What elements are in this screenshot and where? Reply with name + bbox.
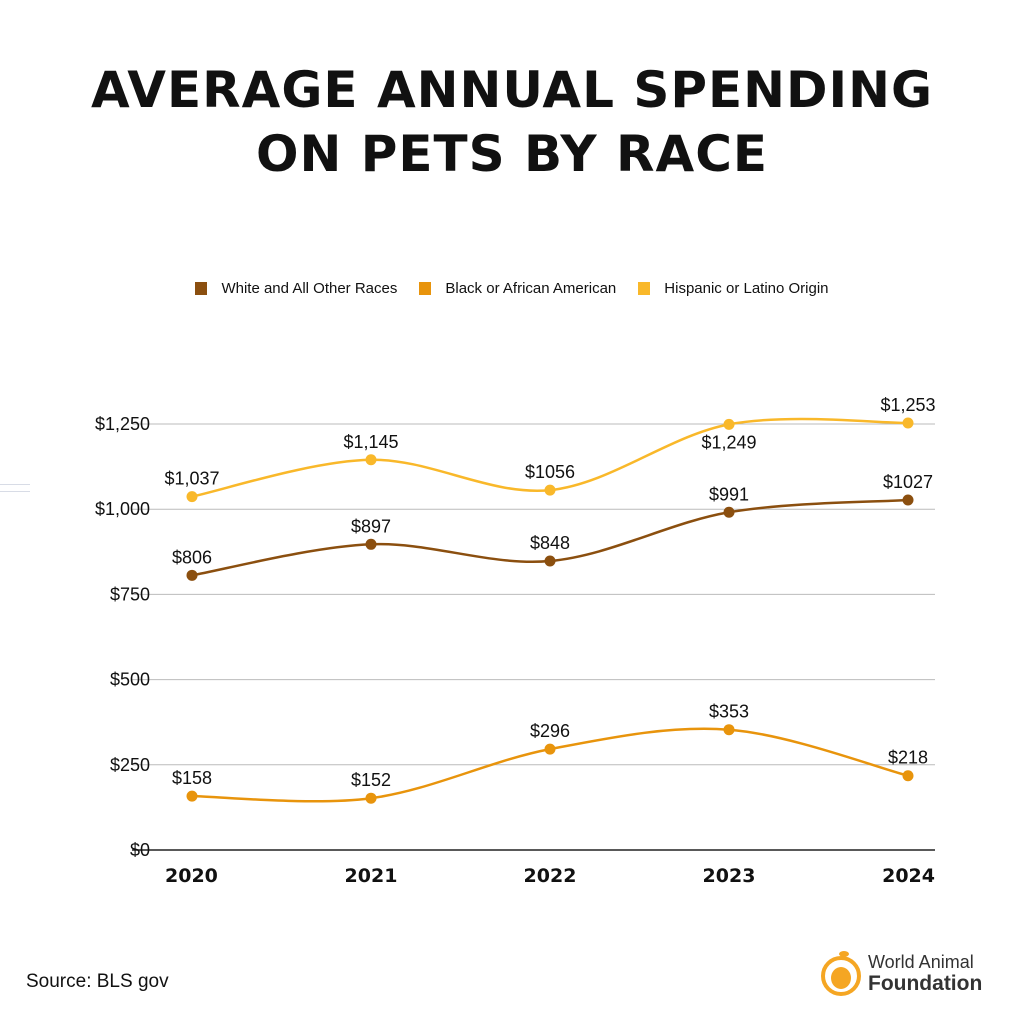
y-tick-label: $500	[110, 670, 150, 690]
data-label: $1,249	[701, 432, 756, 452]
y-tick-label: $1,000	[95, 499, 150, 519]
x-tick-label: 2022	[524, 865, 577, 887]
legend-swatch	[195, 282, 208, 295]
data-label: $1,145	[343, 432, 398, 452]
legend-swatch	[419, 282, 432, 295]
legend-item-black: Black or African American	[419, 280, 616, 297]
data-label: $848	[530, 533, 570, 553]
data-label: $991	[709, 484, 749, 504]
y-tick-label: $1,250	[95, 414, 150, 434]
x-tick-label: 2021	[345, 865, 398, 887]
data-label: $152	[351, 770, 391, 790]
legend-item-white: White and All Other Races	[195, 280, 397, 297]
title-line-1: AVERAGE ANNUAL SPENDING	[90, 61, 934, 119]
x-tick-label: 2023	[703, 865, 756, 887]
x-tick-label: 2020	[165, 865, 218, 887]
y-tick-label: $750	[110, 584, 150, 604]
data-label: $806	[172, 547, 212, 567]
legend-item-hispanic: Hispanic or Latino Origin	[638, 280, 829, 297]
data-label: $897	[351, 516, 391, 536]
data-label: $1027	[883, 472, 933, 492]
x-tick-label: 2024	[882, 865, 935, 887]
data-point	[544, 743, 556, 755]
decorative-lines	[0, 484, 30, 492]
data-point	[902, 417, 914, 429]
title-line-2: ON PETS BY RACE	[255, 125, 769, 183]
data-point	[365, 454, 377, 466]
legend: White and All Other Races Black or Afric…	[0, 280, 1024, 297]
data-point	[723, 724, 735, 736]
legend-label: Black or African American	[445, 280, 617, 297]
data-point	[723, 506, 735, 518]
data-point	[723, 418, 735, 430]
data-label: $218	[888, 748, 928, 768]
legend-label: Hispanic or Latino Origin	[664, 280, 829, 297]
logo-icon	[821, 951, 861, 996]
data-label: $1,037	[164, 469, 219, 489]
chart-title: AVERAGE ANNUAL SPENDING ON PETS BY RACE	[0, 58, 1024, 186]
legend-swatch	[638, 282, 651, 295]
logo: World Animal Foundation	[820, 948, 982, 998]
data-point	[365, 792, 377, 804]
data-label: $1056	[525, 462, 575, 482]
data-point	[365, 538, 377, 550]
data-point	[902, 770, 914, 782]
data-label: $1,253	[880, 395, 935, 415]
data-label: $296	[530, 721, 570, 741]
logo-text-1: World Animal	[868, 952, 974, 972]
data-label: $158	[172, 768, 212, 788]
data-point	[544, 555, 556, 567]
data-point	[186, 790, 198, 802]
data-label: $353	[709, 702, 749, 722]
legend-label: White and All Other Races	[221, 280, 398, 297]
y-tick-label: $0	[130, 840, 150, 860]
data-point	[544, 484, 556, 496]
logo-text-2: Foundation	[868, 972, 983, 995]
data-point	[902, 494, 914, 506]
data-point	[186, 491, 198, 503]
source-note: Source: BLS gov	[26, 971, 169, 992]
y-tick-label: $250	[110, 755, 150, 775]
data-point	[186, 569, 198, 581]
